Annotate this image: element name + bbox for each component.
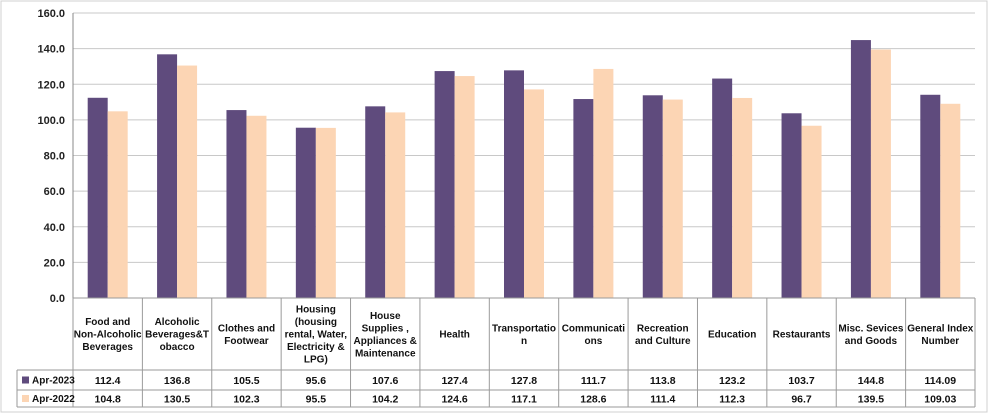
data-label: 104.8 bbox=[95, 394, 121, 406]
bar-apr-2023 bbox=[504, 70, 524, 298]
y-tick-label: 80.0 bbox=[44, 151, 65, 163]
category-label: Beverages&T bbox=[145, 330, 209, 341]
legend-swatch bbox=[22, 376, 29, 384]
legend-label: Apr-2022 bbox=[32, 394, 75, 405]
legend-swatch bbox=[22, 395, 29, 402]
data-label: 102.3 bbox=[233, 394, 259, 406]
data-label: 136.8 bbox=[164, 375, 190, 387]
data-label: 103.7 bbox=[788, 375, 814, 387]
data-label: 111.4 bbox=[650, 394, 675, 406]
category-label: ons bbox=[584, 336, 602, 347]
data-label: 109.03 bbox=[924, 394, 956, 406]
y-tick-label: 40.0 bbox=[44, 222, 65, 234]
bar-apr-2022 bbox=[107, 111, 128, 298]
bar-apr-2023 bbox=[157, 54, 178, 299]
category-label: (housing bbox=[295, 317, 337, 328]
data-label: 95.6 bbox=[306, 375, 327, 387]
data-label: 112.3 bbox=[719, 394, 745, 406]
bar-apr-2023 bbox=[850, 40, 871, 298]
y-tick-label: 100.0 bbox=[37, 115, 65, 127]
bar-apr-2023 bbox=[781, 113, 802, 298]
data-label: 117.1 bbox=[511, 394, 537, 406]
legend-label: Apr-2023 bbox=[32, 376, 75, 387]
category-label: Housing bbox=[296, 305, 336, 316]
category-label: obacco bbox=[160, 342, 195, 353]
bar-apr-2023 bbox=[712, 78, 733, 298]
bar-apr-2023 bbox=[226, 110, 247, 298]
bar-apr-2023 bbox=[920, 94, 941, 298]
data-label: 127.8 bbox=[511, 375, 537, 387]
data-label: 104.2 bbox=[372, 394, 398, 406]
category-label: General Index bbox=[907, 323, 974, 334]
category-label: Beverages bbox=[82, 342, 133, 353]
bar-apr-2022 bbox=[177, 65, 198, 298]
category-label: Transportatio bbox=[492, 323, 556, 334]
data-label: 107.6 bbox=[372, 375, 398, 387]
data-label: 111.7 bbox=[581, 375, 606, 387]
category-label: Appliances & bbox=[354, 336, 417, 347]
bar-apr-2022 bbox=[246, 115, 267, 298]
category-label: Health bbox=[439, 330, 470, 341]
data-label: 95.5 bbox=[306, 394, 327, 406]
bar-apr-2022 bbox=[662, 99, 683, 298]
bar-apr-2022 bbox=[524, 89, 544, 299]
y-tick-label: 160.0 bbox=[37, 8, 65, 20]
bar-apr-2022 bbox=[801, 125, 822, 298]
category-label: Number bbox=[921, 336, 959, 347]
y-tick-label: 20.0 bbox=[44, 257, 65, 269]
y-tick-label: 0.0 bbox=[50, 293, 65, 305]
category-label: Maintenance bbox=[355, 348, 416, 359]
bar-apr-2023 bbox=[295, 127, 316, 299]
data-label: 96.7 bbox=[791, 394, 812, 406]
bar-apr-2022 bbox=[870, 49, 891, 298]
category-label: and Goods bbox=[845, 336, 898, 347]
data-label: 128.6 bbox=[580, 394, 606, 406]
bar-apr-2023 bbox=[365, 106, 386, 299]
category-label: House bbox=[370, 311, 401, 322]
category-label: rental, Water, bbox=[285, 330, 348, 341]
bar-apr-2023 bbox=[434, 71, 455, 298]
data-label: 123.2 bbox=[719, 375, 745, 387]
category-label: Misc. Sevices bbox=[838, 323, 903, 334]
bar-apr-2023 bbox=[573, 99, 594, 298]
category-label: Recreation bbox=[637, 323, 689, 334]
data-label: 144.8 bbox=[858, 375, 884, 387]
bar-apr-2022 bbox=[940, 103, 961, 298]
y-tick-label: 140.0 bbox=[37, 44, 65, 56]
bar-apr-2022 bbox=[385, 112, 406, 298]
category-label: Restaurants bbox=[773, 330, 831, 341]
category-label: Clothes and bbox=[218, 323, 275, 334]
data-label: 105.5 bbox=[233, 375, 259, 387]
category-label: Electricity & bbox=[287, 342, 345, 353]
bar-apr-2022 bbox=[315, 127, 336, 298]
bar-apr-2022 bbox=[454, 76, 475, 299]
data-label: 114.09 bbox=[925, 375, 957, 387]
data-label: 113.8 bbox=[650, 375, 676, 387]
bar-apr-2022 bbox=[732, 97, 753, 298]
bar-apr-2022 bbox=[593, 68, 614, 299]
data-label: 112.4 bbox=[95, 375, 121, 387]
data-label: 127.4 bbox=[441, 375, 467, 387]
category-label: Food and bbox=[85, 317, 130, 328]
data-label: 124.6 bbox=[441, 394, 467, 406]
bar-apr-2023 bbox=[642, 95, 663, 298]
bar-apr-2023 bbox=[87, 97, 108, 298]
category-label: n bbox=[521, 336, 527, 347]
y-tick-label: 120.0 bbox=[37, 79, 65, 91]
data-label: 139.5 bbox=[858, 394, 884, 406]
category-label: and Culture bbox=[635, 336, 691, 347]
category-label: Supplies , bbox=[362, 323, 409, 334]
category-label: Education bbox=[708, 330, 756, 341]
data-label: 130.5 bbox=[164, 394, 190, 406]
category-label: Alcoholic bbox=[155, 317, 200, 328]
category-label: Non-Alcoholic bbox=[74, 330, 142, 341]
category-label: LPG) bbox=[304, 355, 328, 366]
category-label: Communicati bbox=[562, 323, 626, 334]
category-label: Footwear bbox=[224, 336, 269, 347]
y-tick-label: 60.0 bbox=[44, 186, 65, 198]
